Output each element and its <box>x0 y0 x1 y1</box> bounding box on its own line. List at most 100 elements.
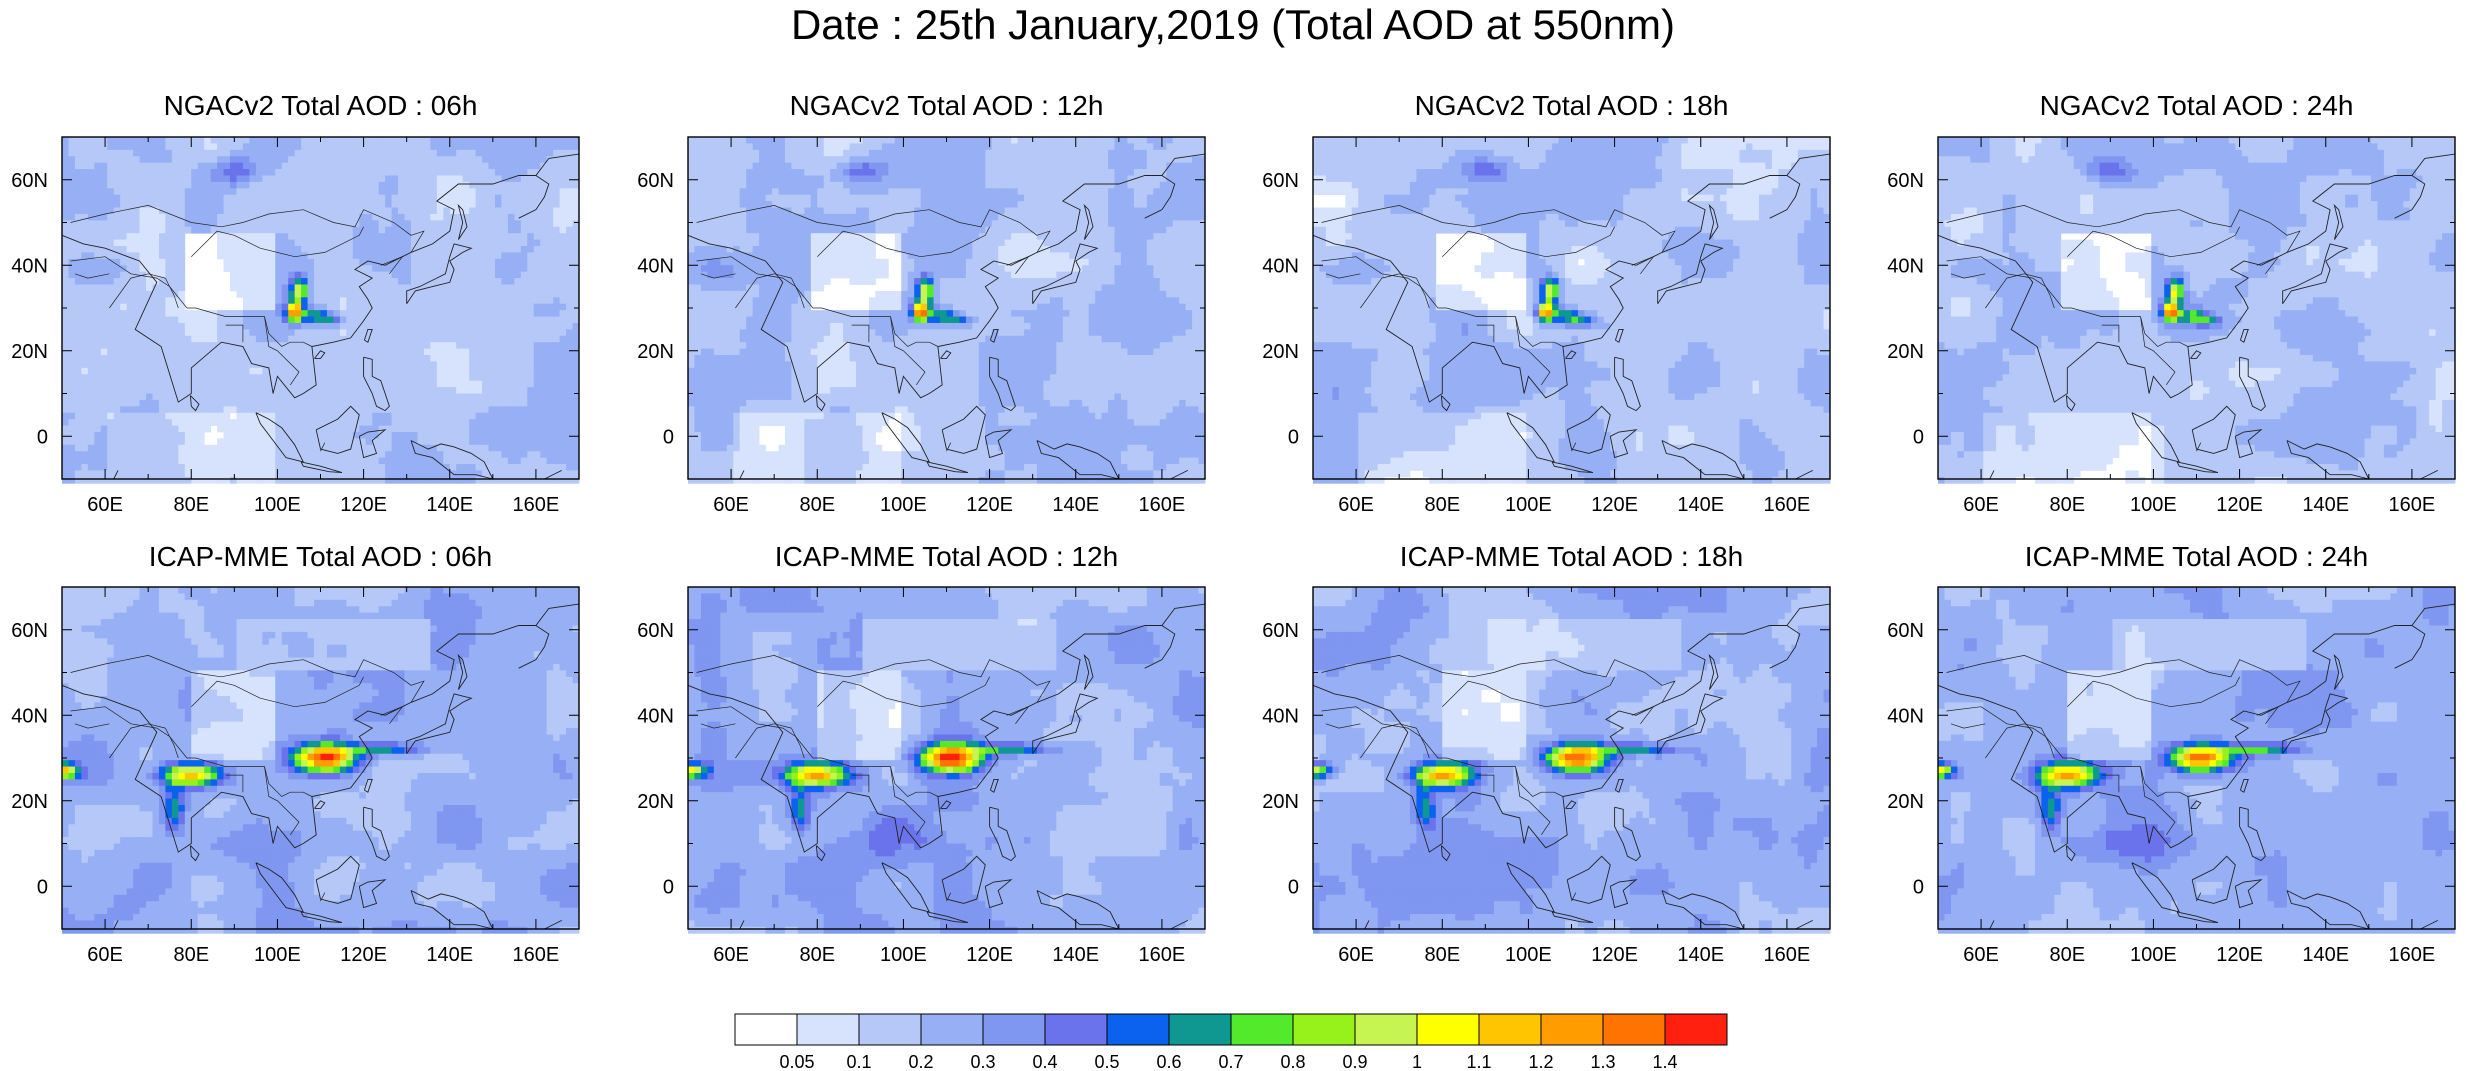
colorbar-swatch <box>1416 1013 1480 1046</box>
lat-tick-label: 60N <box>1262 170 1299 192</box>
aod-map-panel: 60N 40N 20N 0 60E 80E 100E 120E 140E 160E <box>637 136 1206 516</box>
lat-tick-label: 60N <box>1262 620 1299 642</box>
lon-tick-label: 160E <box>1139 494 1186 516</box>
colorbar-label: 1.4 <box>1652 1052 1677 1071</box>
lon-tick-label: 160E <box>513 494 560 516</box>
lon-tick-label: 140E <box>1052 494 1099 516</box>
lat-tick-label: 40N <box>11 705 48 727</box>
colorbar-label: 0.5 <box>1094 1052 1119 1071</box>
aod-field <box>688 137 1206 484</box>
colorbar-swatch <box>1602 1013 1666 1046</box>
colorbar-swatch <box>1354 1013 1418 1046</box>
lat-tick-label: 20N <box>11 791 48 813</box>
lat-tick-label: 20N <box>11 341 48 363</box>
lat-tick-label: 20N <box>1887 791 1924 813</box>
lat-tick-label: 60N <box>1887 620 1924 642</box>
lat-tick-label: 0 <box>1913 426 1924 448</box>
lon-tick-label: 160E <box>2389 944 2436 966</box>
lon-tick-label: 100E <box>254 494 301 516</box>
lon-tick-label: 60E <box>1338 494 1374 516</box>
coastlines <box>1937 153 2456 480</box>
lon-tick-label: 80E <box>173 944 209 966</box>
colorbar-label: 1 <box>1412 1052 1422 1071</box>
lon-tick-label: 120E <box>340 494 387 516</box>
lon-tick-label: 120E <box>966 944 1013 966</box>
panel-title: NGACv2 Total AOD : 12h <box>687 90 1207 122</box>
panel-title: NGACv2 Total AOD : 24h <box>1937 90 2457 122</box>
colorbar-swatch <box>1540 1013 1604 1046</box>
lat-tick-label: 0 <box>37 426 48 448</box>
colorbar-swatch <box>1168 1013 1232 1046</box>
aod-field <box>1938 587 2456 934</box>
aod-field <box>688 587 1206 934</box>
lon-tick-label: 120E <box>2216 944 2263 966</box>
lat-tick-label: 60N <box>637 620 674 642</box>
panel-title: ICAP-MME Total AOD : 24h <box>1937 541 2457 573</box>
coastlines <box>687 603 1206 930</box>
lon-tick-label: 140E <box>1677 944 1724 966</box>
lat-tick-label: 60N <box>1887 170 1924 192</box>
colorbar-label: 0.05 <box>779 1052 814 1071</box>
lat-tick-label: 0 <box>663 426 674 448</box>
lon-tick-label: 140E <box>426 494 473 516</box>
coastlines <box>1312 603 1831 930</box>
lon-tick-label: 120E <box>1591 944 1638 966</box>
coastlines <box>61 603 580 930</box>
colorbar-swatch <box>1106 1013 1170 1046</box>
colorbar-label: 0.1 <box>846 1052 871 1071</box>
colorbar-label: 0.2 <box>908 1052 933 1071</box>
lon-tick-label: 160E <box>513 944 560 966</box>
aod-field <box>1938 137 2456 484</box>
figure-title: Date : 25th January,2019 (Total AOD at 5… <box>0 0 2466 50</box>
lon-tick-label: 160E <box>2389 494 2436 516</box>
lon-tick-label: 60E <box>1963 944 1999 966</box>
lon-tick-label: 80E <box>799 944 835 966</box>
colorbar-label: 0.3 <box>970 1052 995 1071</box>
colorbar-label: 1.1 <box>1466 1052 1491 1071</box>
lon-tick-label: 80E <box>2049 494 2085 516</box>
lon-tick-label: 100E <box>880 494 927 516</box>
lon-tick-label: 60E <box>713 944 749 966</box>
lat-tick-label: 20N <box>637 341 674 363</box>
lat-tick-label: 40N <box>1262 255 1299 277</box>
panel-title: ICAP-MME Total AOD : 06h <box>61 541 581 573</box>
colorbar-swatch <box>982 1013 1046 1046</box>
lat-tick-label: 0 <box>663 876 674 898</box>
colorbar-swatch <box>1044 1013 1108 1046</box>
lat-tick-label: 0 <box>1913 876 1924 898</box>
colorbar-label: 1.3 <box>1590 1052 1615 1071</box>
lon-tick-label: 120E <box>340 944 387 966</box>
lon-tick-label: 80E <box>1424 494 1460 516</box>
panel-title: ICAP-MME Total AOD : 12h <box>687 541 1207 573</box>
colorbar-swatch <box>1478 1013 1542 1046</box>
lon-tick-label: 100E <box>254 944 301 966</box>
colorbar-label: 0.6 <box>1156 1052 1181 1071</box>
lon-tick-label: 120E <box>966 494 1013 516</box>
lon-tick-label: 80E <box>2049 944 2085 966</box>
panel-title: ICAP-MME Total AOD : 18h <box>1312 541 1832 573</box>
lon-tick-label: 80E <box>799 494 835 516</box>
lon-tick-label: 140E <box>426 944 473 966</box>
colorbar-swatch <box>1230 1013 1294 1046</box>
lon-tick-label: 100E <box>1505 944 1552 966</box>
aod-map-panel: 60N 40N 20N 0 60E 80E 100E 120E 140E 160E <box>1887 136 2456 516</box>
lat-tick-label: 0 <box>1288 426 1299 448</box>
lat-tick-label: 60N <box>11 170 48 192</box>
coastlines <box>1312 153 1831 480</box>
colorbar-swatch <box>1292 1013 1356 1046</box>
lat-tick-label: 40N <box>637 705 674 727</box>
colorbar: 0.05 0.1 0.2 0.3 0.4 0.5 0.6 0.7 0.8 0.9 1 1.1 1.2 1.… <box>734 1013 1728 1071</box>
coastlines <box>1937 603 2456 930</box>
colorbar-swatch <box>734 1013 798 1046</box>
lat-tick-label: 40N <box>1887 255 1924 277</box>
lon-tick-label: 60E <box>713 494 749 516</box>
lon-tick-label: 160E <box>1764 494 1811 516</box>
colorbar-swatch <box>920 1013 984 1046</box>
lat-tick-label: 0 <box>1288 876 1299 898</box>
aod-map-panel: 60N 40N 20N 0 60E 80E 100E 120E 140E 160E <box>1262 586 1831 966</box>
lat-tick-label: 0 <box>37 876 48 898</box>
lon-tick-label: 140E <box>2302 494 2349 516</box>
lon-tick-label: 100E <box>2130 944 2177 966</box>
colorbar-label: 0.9 <box>1342 1052 1367 1071</box>
colorbar-label: 0.7 <box>1218 1052 1243 1071</box>
